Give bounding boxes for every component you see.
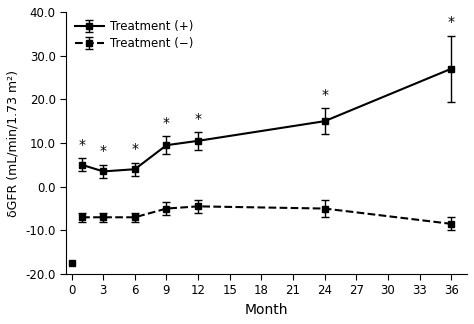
Text: *: * [163, 116, 170, 130]
Text: *: * [100, 144, 107, 158]
Legend: Treatment (+), Treatment (−): Treatment (+), Treatment (−) [72, 18, 196, 52]
Text: *: * [448, 16, 455, 29]
Text: *: * [195, 111, 201, 125]
X-axis label: Month: Month [245, 303, 288, 317]
Text: *: * [131, 142, 138, 156]
Text: *: * [321, 87, 328, 101]
Y-axis label: δGFR (mL/min/1.73 m²): δGFR (mL/min/1.73 m²) [7, 70, 20, 216]
Text: *: * [79, 138, 86, 152]
